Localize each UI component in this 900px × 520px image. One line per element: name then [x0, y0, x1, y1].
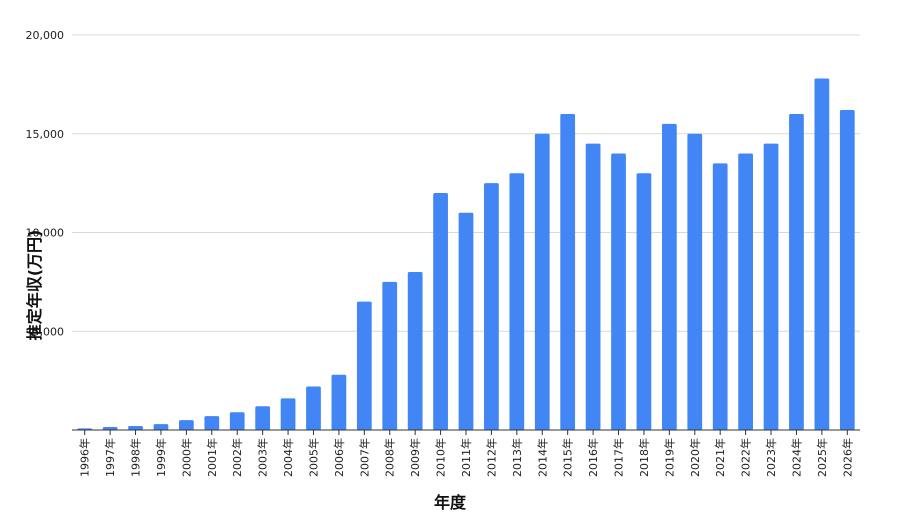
x-tick-label: 2004年: [281, 438, 295, 477]
y-tick-label: 5,000: [33, 325, 65, 338]
x-axis-title: 年度: [434, 493, 467, 512]
x-tick-label: 2006年: [332, 438, 346, 477]
y-tick-label: 15,000: [26, 128, 65, 141]
bar: [128, 426, 143, 430]
bar: [153, 424, 169, 430]
bar: [636, 173, 652, 430]
x-tick-label: 1998年: [129, 438, 143, 477]
x-tick-label: 2003年: [256, 438, 270, 477]
x-tick-label: 2002年: [230, 438, 244, 477]
bar: [102, 427, 118, 430]
bar: [687, 133, 703, 430]
x-tick-label: 1997年: [103, 438, 117, 477]
bar: [661, 123, 677, 430]
x-tick-label: 2019年: [662, 438, 676, 477]
bar: [738, 153, 753, 430]
bar: [204, 416, 220, 430]
bar: [229, 412, 245, 430]
x-tick-label: 2026年: [840, 438, 854, 477]
bar: [839, 110, 855, 431]
bar: [509, 173, 525, 430]
bar: [306, 386, 321, 430]
bar: [712, 163, 728, 430]
x-tick-label: 2018年: [637, 438, 651, 477]
x-tick-label: 2023年: [764, 438, 778, 477]
x-tick-label: 2005年: [306, 438, 320, 477]
x-tick-label: 2017年: [612, 438, 626, 477]
x-tick-label: 2007年: [357, 438, 371, 477]
x-tick-label: 2009年: [408, 438, 422, 477]
bar: [331, 374, 347, 430]
bar: [763, 143, 779, 430]
bar: [611, 153, 626, 430]
bar: [407, 272, 423, 430]
bars: [77, 78, 855, 431]
x-tick-label: 2000年: [179, 438, 193, 477]
x-tick-label: 2015年: [561, 438, 575, 477]
x-tick-label: 1999年: [154, 438, 168, 477]
x-tick-label: 2021年: [713, 438, 727, 477]
x-tick-label: 2010年: [434, 438, 448, 477]
bar: [458, 212, 474, 430]
bar: [484, 183, 499, 430]
x-tick-label: 2012年: [484, 438, 498, 477]
bar: [534, 133, 550, 430]
y-tick-label: 20,000: [26, 29, 65, 42]
y-axis-title: 推定年収(万円): [25, 230, 44, 341]
x-tick-label: 2020年: [688, 438, 702, 477]
x-tick-label: 2008年: [383, 438, 397, 477]
bar: [179, 420, 194, 430]
x-axis-ticks: 1996年 1997年 1998年 1999年 2000年 2001年 2002年 2003年…: [78, 430, 854, 477]
y-tick-label: 10,000: [26, 227, 65, 240]
bar: [814, 78, 830, 430]
x-tick-label: 2016年: [586, 438, 600, 477]
x-tick-label: 2001年: [205, 438, 219, 477]
bar: [255, 406, 271, 430]
bar: [560, 114, 576, 430]
x-tick-label: 1996年: [78, 438, 92, 477]
x-tick-label: 2022年: [739, 438, 753, 477]
x-tick-label: 2025年: [815, 438, 829, 477]
x-tick-label: 2011年: [459, 438, 473, 477]
bar: [433, 193, 448, 430]
y-axis-ticks: 5,000 10,000 15,000 20,000: [26, 29, 65, 338]
bar: [585, 143, 601, 430]
x-tick-label: 2014年: [535, 438, 549, 477]
x-tick-label: 2024年: [789, 438, 803, 477]
bar: [356, 301, 372, 430]
bar: [382, 281, 398, 430]
x-tick-label: 2013年: [510, 438, 524, 477]
bar: [789, 114, 804, 430]
bar: [280, 398, 296, 430]
